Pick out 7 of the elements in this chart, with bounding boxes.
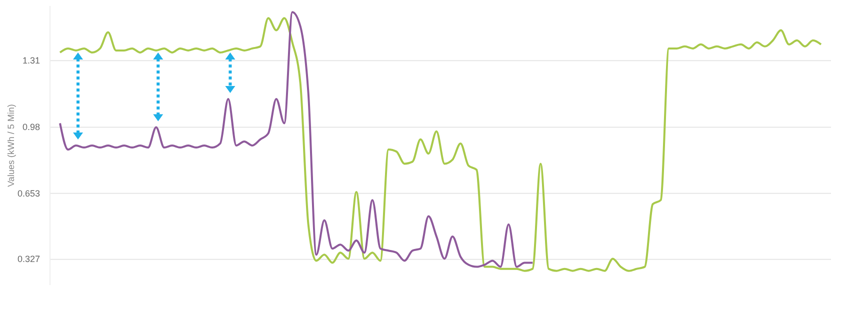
y-tick-label: 0.327: [17, 254, 40, 264]
y-tick-label: 1.31: [22, 55, 40, 66]
line-series: [59, 17, 822, 272]
y-axis-title: Values (kWh / 5 Min): [6, 104, 16, 187]
y-tick-label: 0.653: [17, 188, 40, 198]
y-tick-label: 0.98: [22, 122, 40, 132]
line-series: [59, 11, 534, 268]
